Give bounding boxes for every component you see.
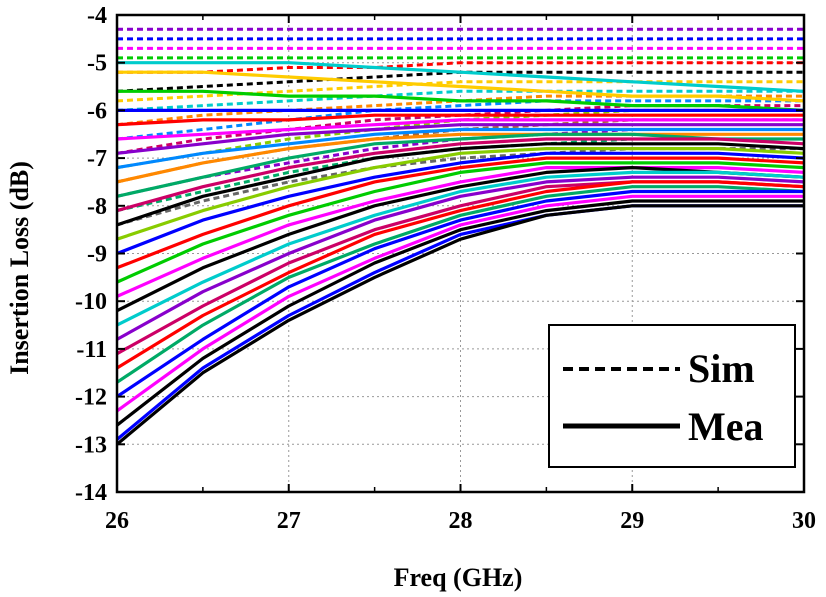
y-tick-label: -5 [87, 51, 107, 77]
mea-series-27 [116, 142, 805, 227]
y-tick-labels: -14 -13 -12 -11 -10 -9 -8 -7 -6 -5 -4 [75, 3, 107, 506]
x-tick-label: 27 [277, 508, 301, 534]
mea-series-23 [116, 127, 804, 170]
mea-series-22 [116, 123, 804, 155]
mea-series-32 [116, 166, 805, 298]
y-tick-label: -6 [87, 98, 107, 124]
x-tick-label: 26 [105, 508, 129, 534]
y-tick-label: -8 [87, 194, 107, 220]
legend-sim-label: Sim [688, 346, 755, 391]
mea-series-35 [116, 175, 805, 341]
y-axis-title: Insertion Loss (dB) [5, 161, 34, 375]
mea-series-43 [115, 204, 804, 446]
x-tick-label: 30 [792, 508, 816, 534]
y-tick-label: -11 [76, 337, 107, 363]
sim-series-7 [116, 89, 804, 112]
mea-series-29 [116, 151, 805, 255]
tick-marks [116, 14, 805, 493]
mea-series-24 [116, 132, 804, 184]
mea-series-20 [116, 113, 804, 127]
y-tick-label: -7 [87, 146, 107, 172]
mea-series-18 [117, 89, 805, 112]
y-tick-label: -9 [87, 242, 107, 268]
legend-mea-label: Mea [688, 404, 764, 449]
legend: Sim Mea [548, 324, 796, 468]
mea-series-38 [116, 185, 805, 384]
mea-series-30 [116, 156, 805, 270]
y-tick-label: -13 [75, 432, 107, 458]
sim-series-4 [117, 61, 804, 74]
mea-series-21 [116, 118, 804, 141]
mea-series-39 [116, 189, 804, 398]
mea-series-26 [116, 137, 805, 213]
y-tick-label: -12 [75, 385, 107, 411]
x-tick-label: 28 [449, 508, 473, 534]
x-tick-label: 29 [620, 508, 644, 534]
x-axis-title: Freq (GHz) [394, 563, 523, 592]
series-group [115, 27, 805, 446]
sim-series-9 [116, 99, 804, 141]
y-tick-label: -4 [87, 3, 107, 29]
mea-series-16 [117, 61, 805, 93]
mea-series-31 [116, 161, 805, 284]
mea-series-41 [116, 199, 804, 427]
mea-series-40 [116, 194, 804, 413]
mea-series-17 [117, 70, 805, 103]
mea-series-34 [116, 170, 805, 327]
y-tick-label: -14 [75, 480, 107, 506]
sim-series-15 [116, 147, 804, 227]
legend-box [548, 324, 796, 468]
y-tick-label: -10 [75, 289, 107, 315]
mea-series-28 [116, 147, 805, 241]
x-tick-labels: 26 27 28 29 30 [105, 508, 816, 534]
mea-series-37 [116, 180, 805, 370]
